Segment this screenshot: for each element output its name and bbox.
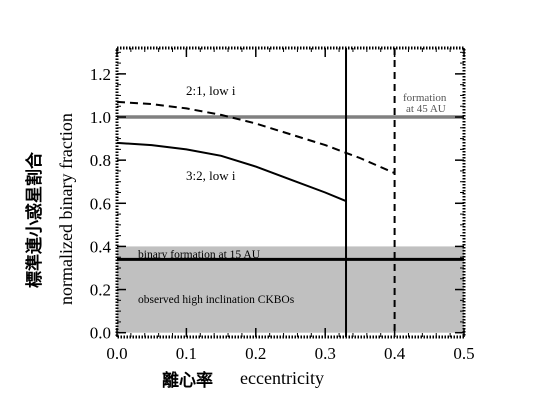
x-tick-label: 0.0 [106, 344, 127, 363]
y-tick-label: 1.2 [90, 65, 111, 84]
label-layer: 離心率 eccentricity 標準連小惑星割合 normalized bin… [24, 83, 447, 391]
hline-label-15au: binary formation at 15 AU [138, 249, 261, 261]
y-tick-label: 0.0 [90, 324, 111, 343]
x-tick-label: 0.3 [315, 344, 336, 363]
y-tick-label: 0.4 [90, 237, 112, 256]
band-label: observed high inclination CKBOs [138, 294, 295, 306]
y-tick-label: 0.8 [90, 151, 111, 170]
tick-layer: 0.0 0.1 0.2 0.3 0.4 0.5 0.0 0.2 0.4 0.6 0.8 1.0 1.2 [90, 48, 475, 363]
y-tick-label: 1.0 [90, 108, 111, 127]
y-tick-label: 0.6 [90, 194, 111, 213]
series-line-2-1 [116, 100, 395, 175]
plot-layer [116, 48, 464, 337]
x-tick-label: 0.2 [245, 344, 266, 363]
x-axis-label: eccentricity [240, 368, 324, 388]
x-axis-label-cjk: 離心率 [162, 370, 213, 391]
series-line-3-2 [116, 141, 347, 203]
y-axis-label-cjk: 標準連小惑星割合 [24, 151, 45, 288]
annotation-formation: formation [403, 92, 447, 104]
x-tick-label: 0.5 [453, 344, 474, 363]
y-axis-label: normalized binary fraction [56, 113, 76, 305]
annotation-at-45au: at 45 AU [406, 103, 446, 115]
x-tick-label: 0.4 [384, 344, 406, 363]
x-tick-label: 0.1 [176, 344, 197, 363]
y-tick-label: 0.2 [90, 281, 111, 300]
series-label-3-2: 3:2, low i [186, 168, 236, 183]
series-label-2-1: 2:1, low i [186, 83, 236, 98]
